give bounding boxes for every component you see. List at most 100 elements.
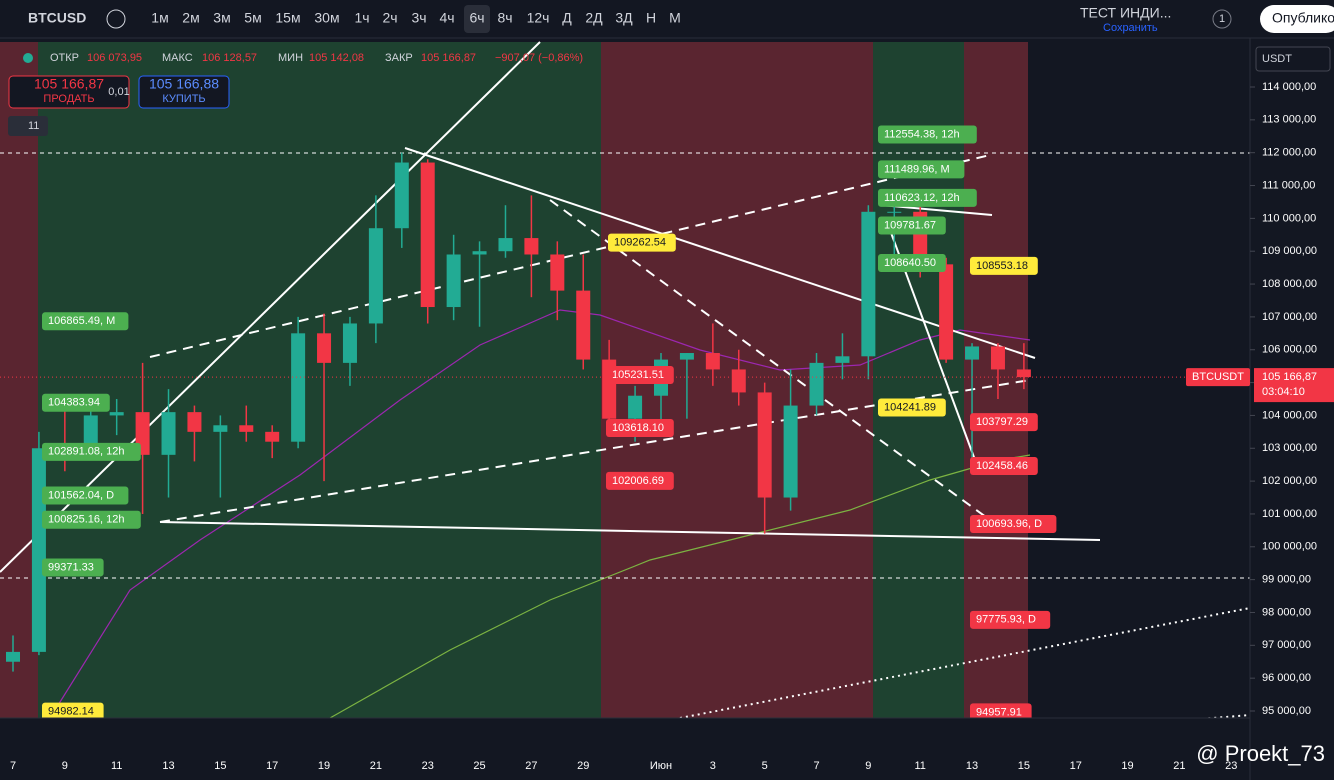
level-box — [606, 471, 674, 490]
indicators-toggle[interactable] — [8, 116, 48, 136]
x-tick-label: 29 — [577, 760, 589, 772]
level-label: 94957.91 — [976, 706, 1022, 718]
publish[interactable]: Опублико — [1272, 10, 1334, 26]
x-tick-label: 19 — [318, 760, 330, 772]
interval[interactable]: 3Д — [615, 10, 633, 26]
y-tick-label: 109 000,00 — [1262, 245, 1317, 257]
y-tick-label: 108 000,00 — [1262, 278, 1317, 290]
x-tick-label: 23 — [1225, 760, 1237, 772]
interval[interactable]: 30м — [314, 10, 339, 26]
x-tick-label: 9 — [865, 760, 871, 772]
candle-body — [239, 425, 254, 432]
level-label: 110623.12, 12h — [884, 192, 960, 204]
interval[interactable]: 8ч — [497, 10, 512, 26]
indicator-name[interactable]: ТЕСТ ИНДИ... — [1080, 5, 1171, 21]
trend-line — [0, 41, 541, 573]
candle-body — [861, 211, 876, 357]
trend-line — [404, 147, 1036, 359]
level-box — [42, 510, 141, 529]
symbol-tag — [1186, 368, 1250, 387]
candle-body — [368, 228, 383, 324]
zone-bull — [38, 42, 601, 718]
level-label: 112554.38, 12h — [884, 128, 960, 140]
interval[interactable]: 1ч — [354, 10, 369, 26]
change: −907,07 (−0,86%) — [495, 52, 583, 64]
currency-select[interactable] — [1255, 46, 1331, 72]
candle-body — [265, 431, 280, 442]
sell-button[interactable] — [8, 75, 130, 109]
level-box — [878, 160, 965, 179]
level-label: 103618.10 — [612, 422, 664, 434]
candle-body — [783, 405, 798, 498]
axis-panel — [0, 718, 1334, 780]
interval[interactable]: 2ч — [382, 10, 397, 26]
candle-body — [939, 264, 954, 360]
y-tick-label: 99 000,00 — [1262, 574, 1311, 586]
interval[interactable]: М — [669, 10, 681, 26]
interval[interactable]: 1м — [151, 10, 168, 26]
interval[interactable]: 2м — [182, 10, 199, 26]
level-label: 111489.96, M — [884, 163, 950, 175]
badge-circle — [1212, 9, 1232, 29]
x-tick-label: 15 — [214, 760, 226, 772]
channel-line — [549, 199, 991, 521]
x-tick-label: 15 — [1018, 760, 1030, 772]
level-label: 104383.94 — [48, 397, 100, 409]
level-box — [970, 514, 1057, 533]
close-label: ЗАКР — [385, 52, 413, 64]
level-box — [606, 418, 674, 437]
zone-bear — [0, 42, 38, 718]
zone-bull — [873, 42, 964, 718]
x-tick-label: 17 — [1070, 760, 1082, 772]
x-tick-label: 11 — [914, 760, 925, 772]
buy-button[interactable] — [138, 75, 230, 109]
interval[interactable]: 5м — [244, 10, 261, 26]
interval[interactable]: Д — [562, 10, 572, 26]
interval[interactable]: Н — [646, 10, 656, 26]
interval[interactable]: 3ч — [411, 10, 426, 26]
candle-body — [809, 362, 824, 406]
level-label: 101562.04, D — [48, 489, 114, 501]
interval[interactable]: 15м — [275, 10, 300, 26]
y-tick-label: 95 000,00 — [1262, 705, 1311, 717]
interval[interactable]: 3м — [213, 10, 230, 26]
trend-line — [159, 521, 1101, 541]
candle-body — [109, 412, 124, 416]
interval[interactable]: 2Д — [585, 10, 603, 26]
candle-body — [835, 356, 850, 363]
symbol[interactable]: BTCUSD — [28, 10, 86, 26]
toolbar-items: BTCUSD ТЕСТ ИНДИ... Сохранить 1 Опублико… — [28, 5, 1334, 34]
add-symbol[interactable] — [106, 9, 126, 29]
indicators-count[interactable]: 11 — [28, 120, 39, 132]
ohlc-legend: ОТКР 106 073,95 МАКС 106 128,57 МИН 105 … — [8, 52, 583, 136]
save[interactable]: Сохранить — [1103, 22, 1158, 34]
buy-label[interactable]: КУПИТЬ — [162, 93, 205, 105]
last-price-tag — [1254, 368, 1334, 403]
level-label: 105231.51 — [612, 369, 664, 381]
symbol-tag-label: BTCUSDT — [1192, 371, 1244, 383]
buy-price[interactable]: 105 166,88 — [149, 76, 219, 92]
candle-body — [705, 353, 720, 370]
level-box — [608, 233, 676, 252]
level-box — [42, 442, 141, 461]
level-box — [878, 398, 946, 417]
level-label: 106865.49, M — [48, 315, 115, 327]
level-box — [606, 365, 674, 384]
level-label: 100693.96, D — [976, 518, 1042, 530]
publish-button[interactable] — [1260, 5, 1334, 33]
candle-body — [498, 238, 513, 252]
candle-body — [83, 415, 98, 452]
candle-body — [757, 392, 772, 498]
interval[interactable]: 4ч — [439, 10, 454, 26]
interval[interactable]: 12ч — [527, 10, 550, 26]
sell-price[interactable]: 105 166,87 — [34, 76, 104, 92]
interval[interactable]: 6ч — [469, 10, 484, 26]
currency[interactable]: USDT — [1262, 53, 1292, 65]
active-interval-bg — [464, 5, 490, 33]
candle-body — [187, 412, 202, 432]
level-box — [42, 312, 129, 331]
y-tick-label: 112 000,00 — [1262, 147, 1316, 159]
sell-label[interactable]: ПРОДАТЬ — [43, 93, 94, 105]
